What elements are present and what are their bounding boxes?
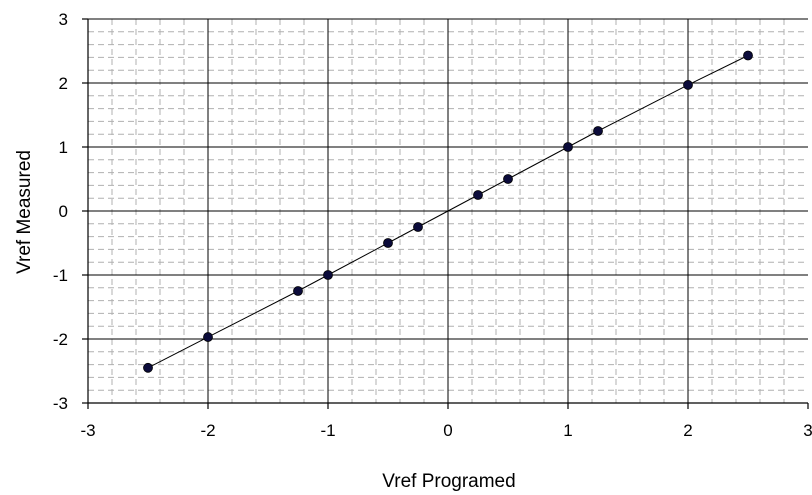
y-tick-label: -1 bbox=[53, 266, 68, 285]
x-tick-label: 1 bbox=[563, 421, 572, 440]
plot-area bbox=[143, 50, 753, 373]
x-tick-label: -2 bbox=[200, 421, 215, 440]
data-point bbox=[563, 142, 573, 152]
x-tick-label: 2 bbox=[683, 421, 692, 440]
x-tick-label: -1 bbox=[320, 421, 335, 440]
data-point bbox=[383, 238, 393, 248]
data-point bbox=[413, 222, 423, 232]
y-tick-label: 0 bbox=[59, 202, 68, 221]
data-point bbox=[683, 80, 693, 90]
data-point bbox=[293, 286, 303, 296]
y-axis-ticks: 3 2 1 0 -1 -2 -3 bbox=[53, 10, 88, 413]
data-point bbox=[593, 126, 603, 136]
y-tick-label: -3 bbox=[53, 394, 68, 413]
y-tick-label: 3 bbox=[59, 10, 68, 29]
x-tick-label: 0 bbox=[443, 421, 452, 440]
y-tick-label: 2 bbox=[59, 74, 68, 93]
x-tick-label: 3 bbox=[803, 421, 812, 440]
data-point bbox=[323, 270, 333, 280]
data-point bbox=[143, 362, 153, 373]
data-point bbox=[473, 190, 483, 200]
series-line bbox=[147, 55, 749, 369]
x-axis-title: Vref Programed bbox=[382, 471, 515, 492]
y-tick-label: -2 bbox=[53, 330, 68, 349]
y-axis-title: Vref Measured bbox=[14, 150, 35, 274]
data-point bbox=[203, 332, 213, 342]
x-tick-label: -3 bbox=[80, 421, 95, 440]
y-tick-label: 1 bbox=[59, 138, 68, 157]
data-point bbox=[743, 50, 753, 61]
data-point bbox=[503, 174, 513, 184]
x-axis-ticks: -3 -2 -1 0 1 2 3 bbox=[80, 403, 812, 440]
